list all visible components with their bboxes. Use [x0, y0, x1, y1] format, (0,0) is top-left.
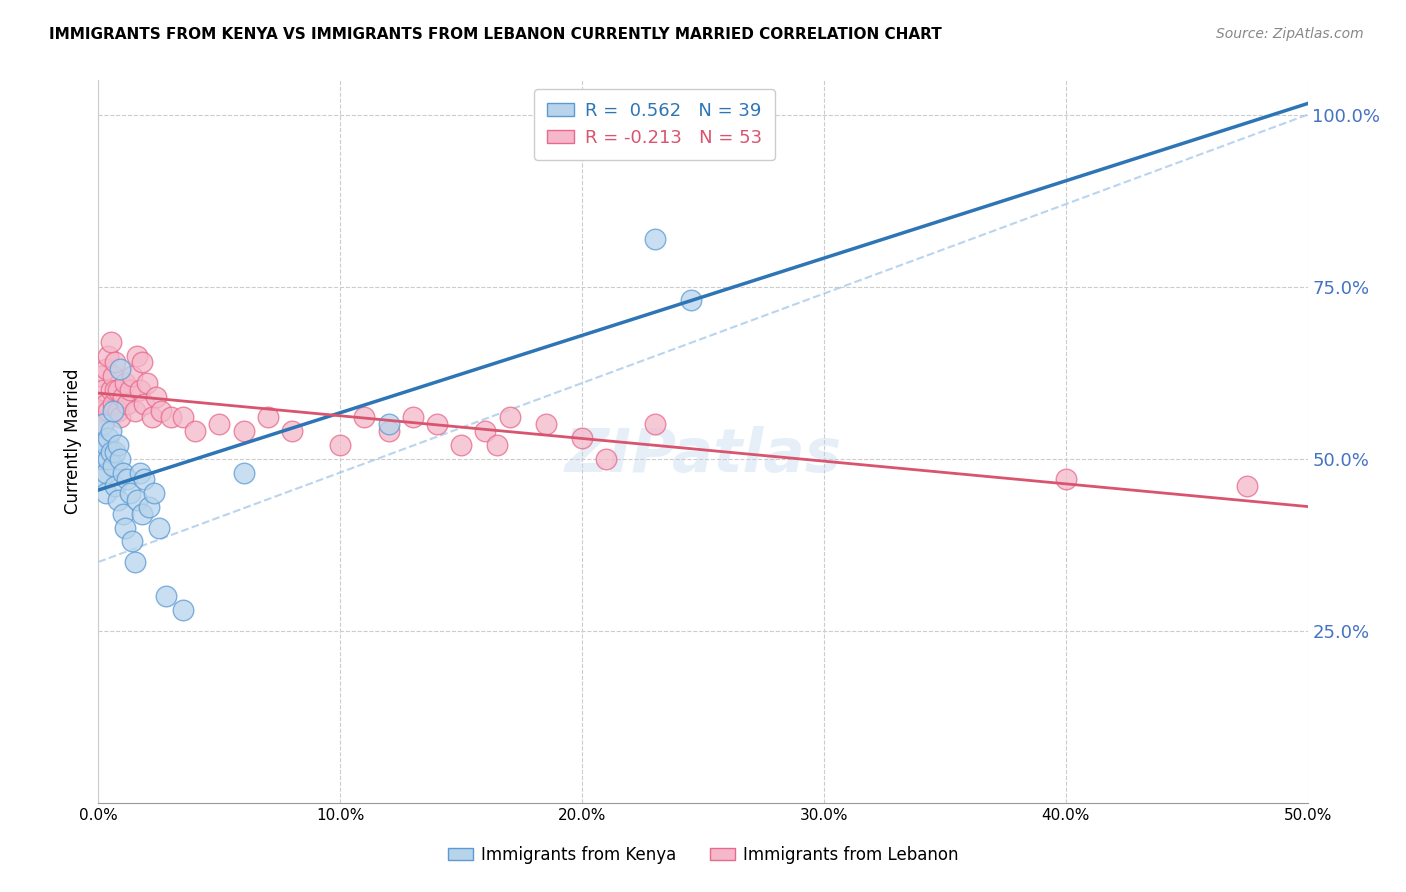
Point: [97, 451, 120, 466]
Point: [118, 486, 141, 500]
Point: [571, 431, 593, 445]
Point: [97, 349, 120, 363]
Point: [107, 493, 129, 508]
Point: [127, 349, 149, 363]
Point: [94, 466, 117, 480]
Point: [91, 417, 114, 432]
Point: [111, 507, 134, 521]
Point: [91, 451, 114, 466]
Point: [101, 397, 124, 411]
Point: [184, 424, 207, 438]
Point: [94, 397, 117, 411]
Point: [104, 383, 127, 397]
Point: [1054, 472, 1077, 486]
Point: [329, 438, 352, 452]
Point: [172, 410, 194, 425]
Point: [1236, 479, 1258, 493]
Point: [90, 472, 112, 486]
Point: [114, 520, 136, 534]
Point: [402, 410, 425, 425]
Point: [208, 417, 231, 432]
Point: [131, 355, 153, 369]
Point: [91, 417, 114, 432]
Point: [108, 410, 131, 425]
Point: [124, 555, 146, 569]
Point: [94, 486, 117, 500]
Point: [107, 383, 129, 397]
Text: Source: ZipAtlas.com: Source: ZipAtlas.com: [1216, 27, 1364, 41]
Point: [100, 424, 122, 438]
Point: [94, 438, 117, 452]
Point: [90, 369, 112, 384]
Point: [232, 424, 254, 438]
Point: [534, 417, 557, 432]
Point: [111, 466, 134, 480]
Point: [97, 403, 120, 417]
Point: [160, 410, 183, 425]
Point: [124, 403, 146, 417]
Point: [111, 390, 134, 404]
Point: [118, 383, 141, 397]
Point: [101, 403, 124, 417]
Point: [143, 486, 166, 500]
Point: [121, 534, 143, 549]
Point: [256, 410, 278, 425]
Point: [107, 438, 129, 452]
Point: [474, 424, 496, 438]
Text: IMMIGRANTS FROM KENYA VS IMMIGRANTS FROM LEBANON CURRENTLY MARRIED CORRELATION C: IMMIGRANTS FROM KENYA VS IMMIGRANTS FROM…: [49, 27, 942, 42]
Point: [498, 410, 520, 425]
Point: [148, 520, 170, 534]
Point: [644, 417, 666, 432]
Point: [117, 472, 139, 486]
Point: [131, 507, 153, 521]
Point: [101, 369, 124, 384]
Point: [595, 451, 617, 466]
Point: [100, 334, 122, 349]
Point: [107, 403, 129, 417]
Point: [90, 403, 112, 417]
Point: [121, 369, 143, 384]
Point: [138, 500, 160, 514]
Point: [104, 479, 127, 493]
Point: [100, 445, 122, 459]
Legend: Immigrants from Kenya, Immigrants from Lebanon: Immigrants from Kenya, Immigrants from L…: [441, 839, 965, 871]
Point: [135, 376, 157, 390]
Point: [97, 431, 120, 445]
Point: [104, 355, 127, 369]
Point: [486, 438, 509, 452]
Point: [108, 362, 131, 376]
Point: [141, 410, 163, 425]
Legend: R =  0.562   N = 39, R = -0.213   N = 53: R = 0.562 N = 39, R = -0.213 N = 53: [534, 89, 775, 160]
Point: [114, 376, 136, 390]
Point: [155, 590, 177, 604]
Y-axis label: Currently Married: Currently Married: [65, 368, 83, 515]
Point: [353, 410, 375, 425]
Point: [100, 383, 122, 397]
Point: [232, 466, 254, 480]
Point: [426, 417, 449, 432]
Point: [108, 451, 131, 466]
Point: [679, 293, 702, 308]
Point: [134, 397, 156, 411]
Point: [117, 397, 139, 411]
Point: [134, 472, 156, 486]
Point: [104, 445, 127, 459]
Point: [281, 424, 304, 438]
Point: [128, 383, 150, 397]
Point: [150, 403, 173, 417]
Point: [128, 466, 150, 480]
Point: [644, 231, 666, 245]
Point: [377, 417, 399, 432]
Point: [91, 383, 114, 397]
Point: [127, 493, 149, 508]
Text: ZIPatlas: ZIPatlas: [564, 426, 842, 485]
Point: [377, 424, 399, 438]
Point: [94, 362, 117, 376]
Point: [450, 438, 472, 452]
Point: [172, 603, 194, 617]
Point: [90, 438, 112, 452]
Point: [101, 458, 124, 473]
Point: [145, 390, 167, 404]
